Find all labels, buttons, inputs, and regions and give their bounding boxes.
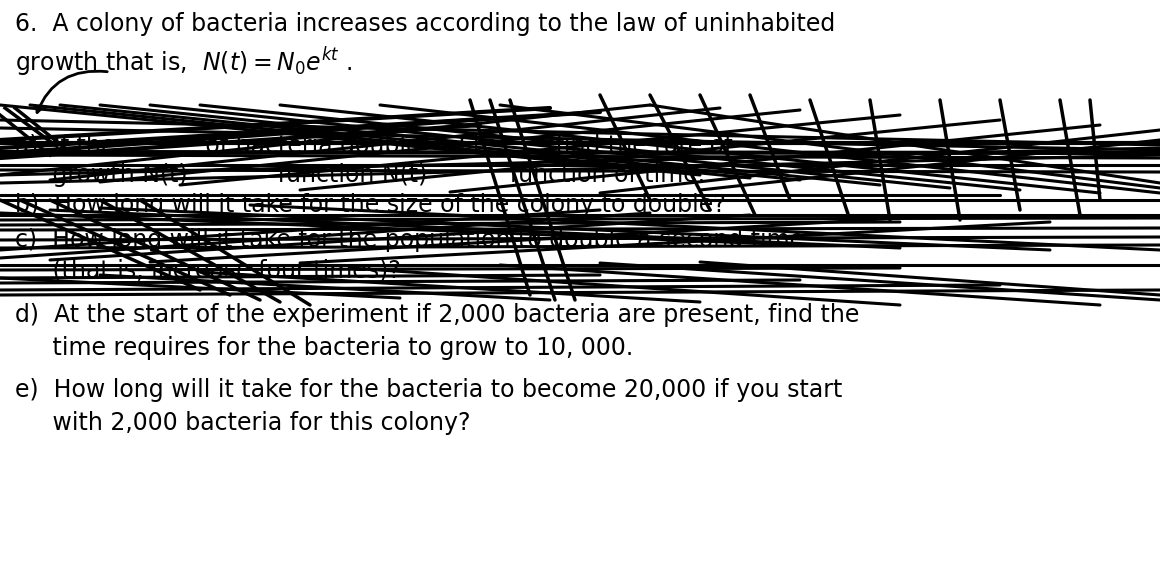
Text: growth N(t)            function N(t)           function of time.: growth N(t) function N(t) function of ti… bbox=[15, 163, 705, 187]
Text: with 2,000 bacteria for this colony?: with 2,000 bacteria for this colony? bbox=[15, 411, 471, 435]
Text: a)  If the            of bacteria double    3 h         find the rate of: a) If the of bacteria double 3 h find th… bbox=[15, 133, 732, 157]
Text: time requires for the bacteria to grow to 10, 000.: time requires for the bacteria to grow t… bbox=[15, 336, 633, 360]
Text: e)  How long will it take for the bacteria to become 20,000 if you start: e) How long will it take for the bacteri… bbox=[15, 378, 842, 402]
Text: d)  At the start of the experiment if 2,000 bacteria are present, find the: d) At the start of the experiment if 2,0… bbox=[15, 303, 860, 327]
Text: b)  How long will it take for the size of the colony to double?: b) How long will it take for the size of… bbox=[15, 193, 726, 217]
Text: c)  How long will it take for the population to double a second time: c) How long will it take for the populat… bbox=[15, 228, 804, 252]
Text: growth that is,  $N(t) = N_0e^{kt}$ .: growth that is, $N(t) = N_0e^{kt}$ . bbox=[15, 45, 353, 78]
Text: 6.  A colony of bacteria increases according to the law of uninhabited: 6. A colony of bacteria increases accord… bbox=[15, 12, 835, 36]
Text: (that is, increase four times)?: (that is, increase four times)? bbox=[15, 258, 400, 282]
